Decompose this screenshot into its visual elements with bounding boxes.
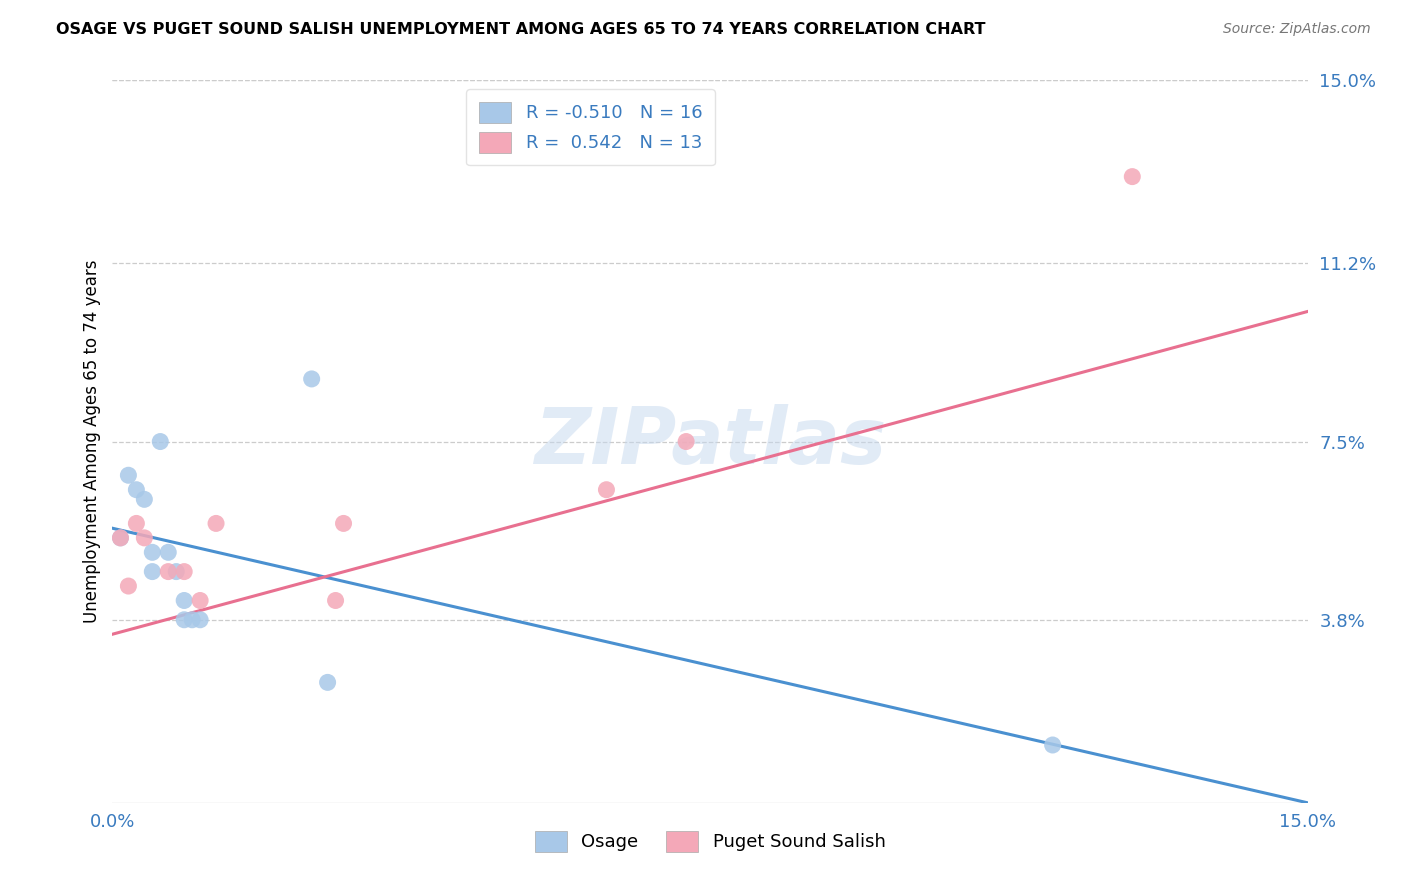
- Point: [117, 468, 139, 483]
- Point: [141, 565, 163, 579]
- Y-axis label: Unemployment Among Ages 65 to 74 years: Unemployment Among Ages 65 to 74 years: [83, 260, 101, 624]
- Point: [117, 579, 139, 593]
- Point: [188, 593, 211, 607]
- Point: [181, 613, 204, 627]
- Point: [141, 545, 163, 559]
- Text: ZIPatlas: ZIPatlas: [534, 403, 886, 480]
- Point: [332, 516, 354, 531]
- Text: Source: ZipAtlas.com: Source: ZipAtlas.com: [1223, 22, 1371, 37]
- Point: [1121, 169, 1143, 184]
- Point: [173, 593, 195, 607]
- Point: [125, 516, 148, 531]
- Point: [595, 483, 617, 497]
- Point: [1042, 738, 1064, 752]
- Point: [149, 434, 172, 449]
- Point: [205, 516, 228, 531]
- Point: [134, 492, 156, 507]
- Point: [675, 434, 697, 449]
- Point: [325, 593, 347, 607]
- Text: OSAGE VS PUGET SOUND SALISH UNEMPLOYMENT AMONG AGES 65 TO 74 YEARS CORRELATION C: OSAGE VS PUGET SOUND SALISH UNEMPLOYMENT…: [56, 22, 986, 37]
- Legend: Osage, Puget Sound Salish: Osage, Puget Sound Salish: [527, 823, 893, 859]
- Point: [125, 483, 148, 497]
- Point: [157, 545, 180, 559]
- Point: [301, 372, 323, 386]
- Point: [110, 531, 132, 545]
- Point: [316, 675, 339, 690]
- Point: [134, 531, 156, 545]
- Point: [110, 531, 132, 545]
- Point: [173, 565, 195, 579]
- Point: [157, 565, 180, 579]
- Point: [188, 613, 211, 627]
- Point: [173, 613, 195, 627]
- Point: [165, 565, 187, 579]
